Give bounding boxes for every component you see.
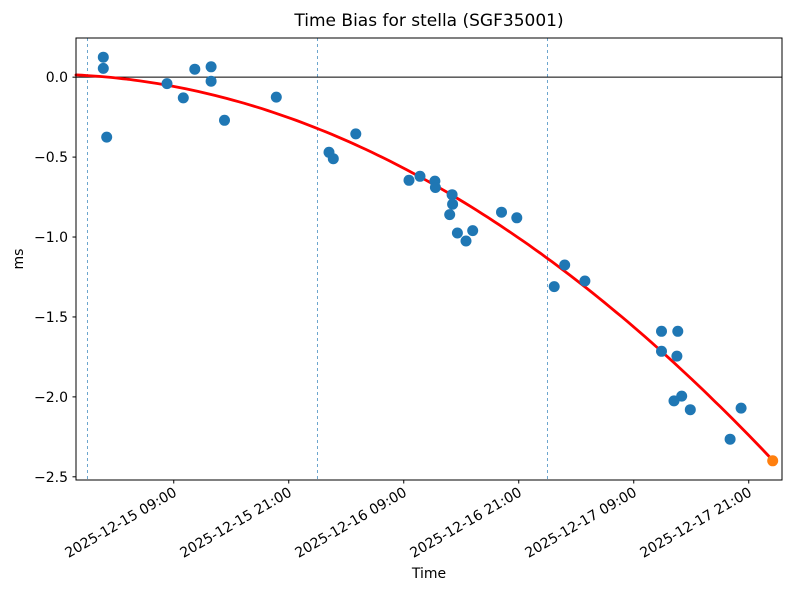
y-tick-label: −1.0 (34, 230, 68, 246)
y-tick-label: −2.5 (34, 470, 68, 486)
time-bias-measurements (451, 227, 463, 239)
time-bias-measurements (671, 350, 683, 362)
time-bias-measurements (219, 114, 230, 126)
y-tick-label: −0.5 (34, 150, 68, 166)
time-bias-measurements (205, 75, 217, 87)
y-axis-label: ms (11, 248, 27, 270)
time-bias-measurements (429, 182, 441, 193)
time-bias-measurements (460, 235, 472, 247)
axes-box (75, 37, 783, 481)
x-tick-label: 2025-12-15 21:00 (177, 485, 294, 562)
time-bias-measurements (161, 78, 173, 90)
time-bias-measurements (414, 170, 426, 182)
time-bias-measurements (444, 209, 456, 221)
latest-bias-point (767, 455, 779, 467)
time-bias-measurements (403, 174, 415, 186)
time-bias-measurements (350, 128, 362, 140)
time-bias-measurements (101, 131, 113, 143)
time-bias-measurements (559, 259, 571, 271)
x-tick-label: 2025-12-17 09:00 (522, 485, 639, 562)
time-bias-measurements (467, 225, 479, 237)
x-tick-label: 2025-12-16 21:00 (407, 485, 524, 562)
time-bias-measurements (205, 61, 217, 73)
time-bias-measurements (177, 92, 189, 104)
time-bias-measurements (656, 325, 667, 337)
time-bias-measurements (189, 63, 201, 75)
y-tick-label: 0.0 (46, 70, 68, 86)
x-tick-label: 2025-12-16 09:00 (292, 485, 409, 562)
time-bias-measurements (579, 275, 591, 287)
x-axis-label: Time (411, 566, 447, 582)
polynomial-fit (74, 73, 775, 462)
time-bias-measurements (511, 212, 523, 224)
time-bias-measurements (684, 404, 696, 416)
time-bias-measurements (327, 153, 339, 165)
time-bias-measurements (270, 91, 282, 103)
time-bias-measurements (548, 281, 560, 293)
time-bias-measurements (724, 433, 736, 445)
x-tick-label: 2025-12-15 09:00 (62, 485, 179, 562)
y-tick-label: −1.5 (34, 310, 68, 326)
time-bias-measurements (446, 189, 458, 201)
time-bias-measurements (447, 198, 459, 210)
y-tick-label: −2.0 (34, 390, 68, 406)
time-bias-measurements (97, 62, 109, 74)
time-bias-measurements (735, 402, 747, 414)
chart-title: Time Bias for stella (SGF35001) (294, 11, 564, 31)
time-bias-measurements (656, 345, 667, 357)
time-bias-measurements (97, 51, 109, 63)
time-bias-measurements (668, 395, 680, 407)
time-bias-measurements (672, 325, 684, 337)
time-bias-measurements (496, 206, 507, 218)
x-tick-label: 2025-12-17 21:00 (637, 485, 754, 562)
